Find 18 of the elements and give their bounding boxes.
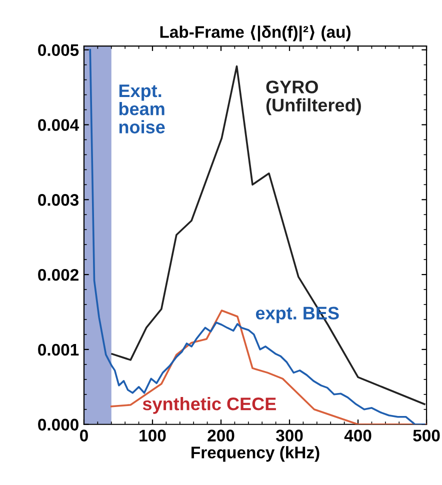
y-tick-label: 0.002: [38, 268, 78, 281]
y-tick-label: 0.000: [38, 418, 78, 431]
x-tick-label: 200: [208, 430, 234, 442]
chart-title: Lab-Frame ⟨|δn(f)|²⟩ (au): [160, 25, 350, 42]
x-tick-label: 400: [344, 430, 372, 442]
y-tick-label: 0.004: [38, 119, 80, 131]
line-series: [89, 48, 426, 424]
series-label: GYRO (Unfiltered): [266, 80, 361, 116]
x-axis-title: Frequency (kHz): [192, 446, 320, 462]
x-tick-label: 300: [276, 430, 303, 442]
band-label: Expt. beam noise: [119, 84, 165, 134]
y-tick-label: 0.003: [38, 194, 79, 206]
x-tick-label: 100: [140, 430, 166, 442]
series-label: synthetic CECE: [142, 397, 276, 414]
y-tick-label: 0.005: [38, 44, 79, 56]
x-tick-label: 500: [413, 430, 440, 442]
x-tick-label: 0: [80, 430, 88, 442]
y-tick-label: 0.001: [38, 344, 79, 356]
